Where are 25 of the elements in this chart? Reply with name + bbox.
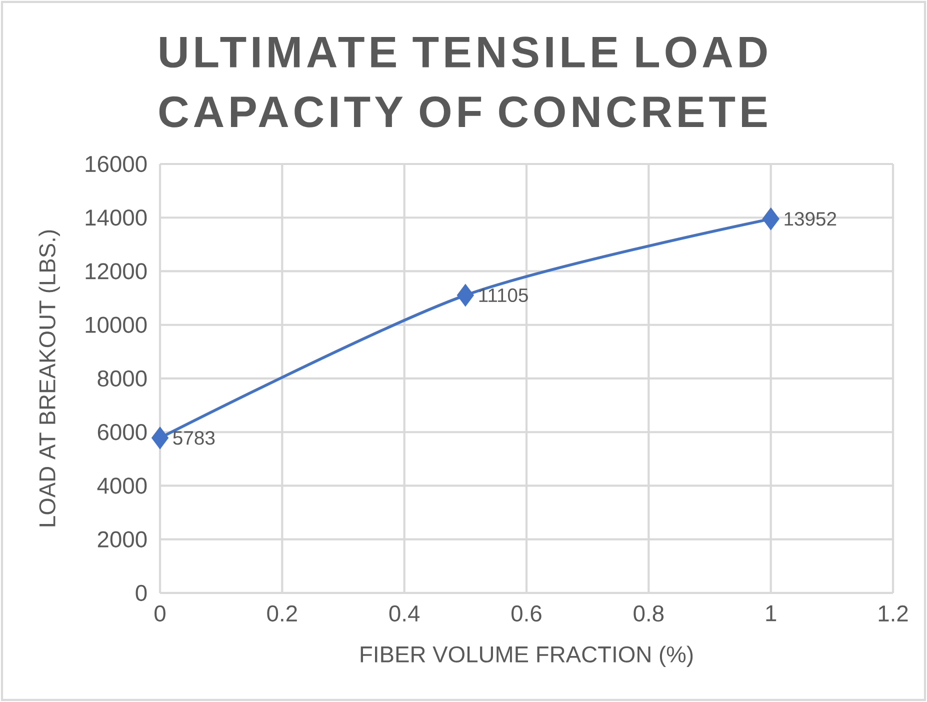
y-tick-label: 4000 bbox=[97, 478, 147, 494]
y-tick-label: 12000 bbox=[86, 263, 147, 280]
y-tick-label: 6000 bbox=[98, 424, 147, 440]
y-tick-label: 16000 bbox=[86, 156, 147, 172]
y-tick-label: 8000 bbox=[98, 370, 147, 387]
y-axis-title: LOAD AT BREAKOUT (LBS.) bbox=[38, 230, 60, 526]
x-tick-label: 0 bbox=[154, 605, 166, 622]
y-tick-label: 0 bbox=[136, 584, 147, 602]
x-axis-title: FIBER VOLUME FRACTION (%) bbox=[360, 646, 693, 668]
point bbox=[457, 284, 474, 306]
x-tick-label: 0.2 bbox=[267, 605, 297, 622]
data-label: 11105 bbox=[479, 288, 528, 302]
x-tick-label: 0.6 bbox=[512, 605, 542, 622]
data-label: 13952 bbox=[784, 212, 836, 226]
chart-title: ULTIMATE TENSILE LOAD CAPACITY OF CONCRETE bbox=[159, 36, 767, 128]
point bbox=[762, 208, 780, 230]
x-tick-label: 1.2 bbox=[878, 605, 908, 622]
x-tick-label: 0.4 bbox=[389, 605, 420, 622]
point bbox=[152, 427, 168, 448]
x-tick-label: 1 bbox=[766, 605, 776, 622]
x-tick-label: 0.8 bbox=[634, 605, 664, 622]
y-tick-label: 10000 bbox=[86, 316, 147, 333]
y-tick-label: 2000 bbox=[98, 531, 147, 548]
y-tick-label: 14000 bbox=[86, 210, 147, 226]
data-label: 5783 bbox=[173, 431, 215, 445]
